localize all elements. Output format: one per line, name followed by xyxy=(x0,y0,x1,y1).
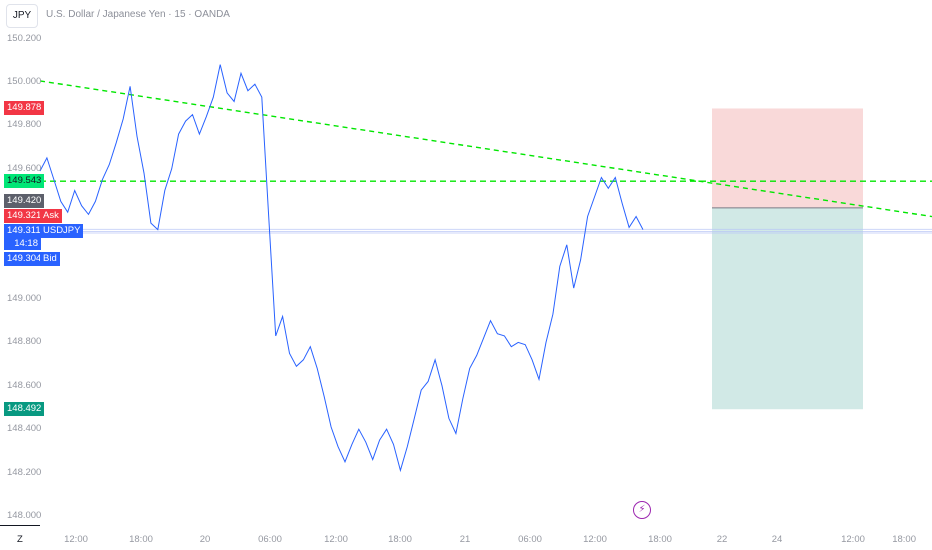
symbol-label: USDJPY xyxy=(40,224,84,238)
target-price-tag: 148.492 xyxy=(4,402,45,416)
price-tick-label: 148.600 xyxy=(7,379,42,391)
price-tick-label: 148.800 xyxy=(7,336,42,348)
stop-price-tag: 149.878 xyxy=(4,101,45,115)
price-tick-label: 149.000 xyxy=(7,293,42,304)
last-price-tag: 149.311 xyxy=(4,224,44,238)
entry-price-tag: 149.420 xyxy=(4,194,45,208)
price-tick-label: 149.600 xyxy=(7,162,42,174)
bid-price-tag: 149.304 xyxy=(4,252,45,266)
time-tick-label: 18:00 xyxy=(648,534,672,545)
ask-label: Ask xyxy=(40,209,62,223)
bar-countdown: 14:18 xyxy=(4,238,41,250)
price-tick-label: 148.200 xyxy=(7,466,42,478)
time-tick-label: 24 xyxy=(771,534,783,545)
trendline-price-tag: 149.543 xyxy=(4,174,45,188)
price-tick-label: 148.400 xyxy=(7,423,42,435)
time-tick-label: 12:00 xyxy=(841,534,865,545)
stop-loss-zone xyxy=(712,108,863,208)
lightning-event-icon[interactable]: ⚡ xyxy=(633,501,651,519)
time-tick-label: 21 xyxy=(459,534,471,545)
time-tick-label: 12:00 xyxy=(583,534,607,545)
time-tick-label: 12:00 xyxy=(64,534,88,545)
time-tick-label: 18:00 xyxy=(892,534,916,545)
take-profit-zone xyxy=(712,207,863,410)
bid-label: Bid xyxy=(40,252,60,266)
timezone-label[interactable]: Z xyxy=(17,534,23,545)
time-tick-label: 18:00 xyxy=(388,534,412,545)
price-tick-label: 148.000 xyxy=(7,510,42,521)
time-tick-label: 20 xyxy=(199,534,211,545)
time-tick-label: 22 xyxy=(716,534,728,545)
price-tick-label: 149.800 xyxy=(7,119,42,131)
price-tick-label: 150.000 xyxy=(7,76,42,87)
symbol-search-button[interactable]: JPY xyxy=(6,4,38,28)
axis-divider xyxy=(0,525,40,526)
chart-title: U.S. Dollar / Japanese Yen · 15 · OANDA xyxy=(46,9,230,20)
time-tick-label: 06:00 xyxy=(518,534,542,545)
time-tick-label: 06:00 xyxy=(258,534,282,545)
descending-trendline xyxy=(39,80,932,218)
price-line-series xyxy=(39,64,644,473)
ask-price-tag: 149.321 xyxy=(4,209,45,223)
price-tick-label: 150.200 xyxy=(7,32,42,44)
time-tick-label: 18:00 xyxy=(129,534,153,545)
time-tick-label: 12:00 xyxy=(324,534,348,545)
